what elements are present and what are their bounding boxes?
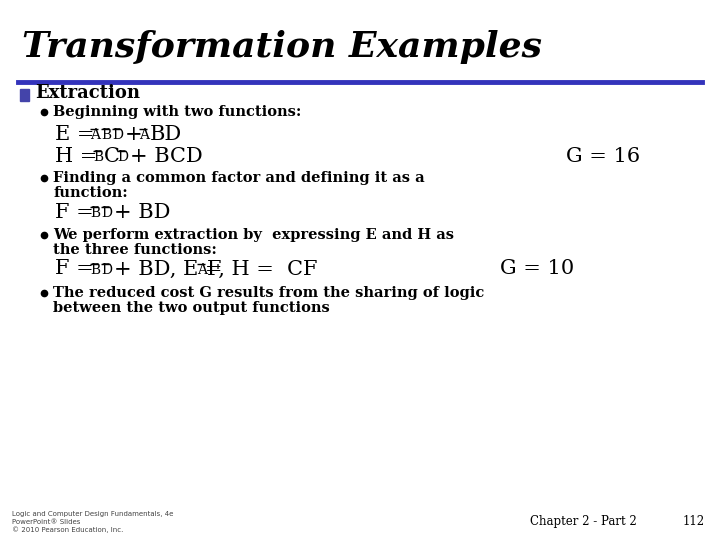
Text: B: B — [93, 150, 103, 164]
Text: +: + — [125, 125, 143, 144]
Text: A: A — [197, 263, 207, 277]
Text: B: B — [90, 263, 100, 277]
Text: D: D — [112, 128, 123, 142]
Text: between the two output functions: between the two output functions — [53, 301, 330, 315]
Text: G = 10: G = 10 — [500, 260, 575, 279]
Text: Chapter 2 - Part 2: Chapter 2 - Part 2 — [530, 515, 636, 528]
Text: G = 16: G = 16 — [566, 146, 640, 165]
Text: D: D — [101, 263, 112, 277]
Text: D: D — [101, 206, 112, 220]
Text: The reduced cost G results from the sharing of logic: The reduced cost G results from the shar… — [53, 286, 485, 300]
Text: Beginning with two functions:: Beginning with two functions: — [53, 105, 302, 119]
Text: A: A — [90, 128, 100, 142]
Text: Transformation Examples: Transformation Examples — [22, 30, 542, 64]
Text: BD: BD — [150, 125, 182, 144]
Text: B: B — [101, 128, 111, 142]
Text: E =: E = — [55, 125, 94, 144]
Text: function:: function: — [53, 186, 127, 200]
Text: F =: F = — [55, 260, 94, 279]
Text: 112: 112 — [683, 515, 705, 528]
Text: B: B — [90, 206, 100, 220]
Text: F, H =  CF: F, H = CF — [207, 260, 318, 279]
Bar — [20, 89, 29, 101]
Text: + BCD: + BCD — [130, 146, 203, 165]
Text: C: C — [104, 146, 120, 165]
Text: F =: F = — [55, 202, 94, 221]
Text: + BD, E =: + BD, E = — [114, 260, 222, 279]
Text: + BD: + BD — [114, 202, 171, 221]
Text: the three functions:: the three functions: — [53, 243, 217, 257]
Text: H =: H = — [55, 146, 97, 165]
Text: D: D — [117, 150, 128, 164]
Text: Extraction: Extraction — [35, 84, 140, 102]
Text: Finding a common factor and defining it as a: Finding a common factor and defining it … — [53, 171, 425, 185]
Text: Logic and Computer Design Fundamentals, 4e
PowerPoint® Slides
© 2010 Pearson Edu: Logic and Computer Design Fundamentals, … — [12, 510, 174, 534]
Text: We perform extraction by  expressing E and H as: We perform extraction by expressing E an… — [53, 228, 454, 242]
Text: A: A — [139, 128, 149, 142]
